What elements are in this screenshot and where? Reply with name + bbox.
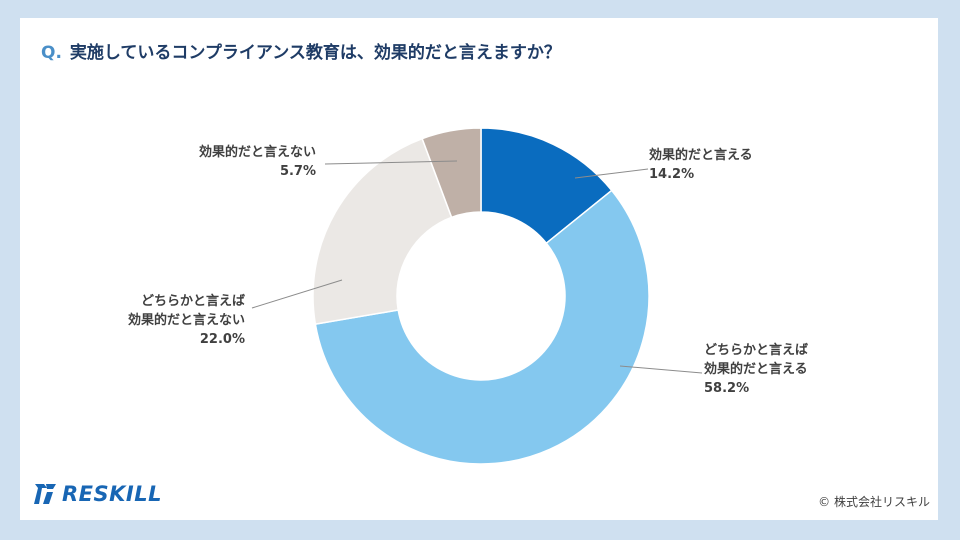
leader-line-1 bbox=[619, 365, 703, 374]
donut-slice-2 bbox=[312, 137, 453, 325]
slice-label-3: 効果的だと言えない bbox=[199, 144, 316, 160]
question-prefix: Q. bbox=[41, 43, 62, 63]
slice-value-label-0: 14.2% bbox=[649, 167, 694, 182]
question-text: 実施しているコンプライアンス教育は、効果的だと言えますか？ bbox=[69, 43, 561, 63]
leader-line-2 bbox=[251, 279, 343, 309]
leader-line-3 bbox=[324, 160, 458, 165]
slide-card: Q. 実施しているコンプライアンス教育は、効果的だと言えますか？ 効果的だと言える… bbox=[20, 18, 938, 520]
question-title: Q. 実施しているコンプライアンス教育は、効果的だと言えますか？ bbox=[41, 38, 561, 63]
copyright: © 株式会社リスキル bbox=[818, 495, 930, 509]
logo-text: RESKILL bbox=[62, 482, 162, 506]
slice-value-label-2: 22.0% bbox=[200, 332, 245, 347]
slice-label-2: 効果的だと言えない bbox=[128, 312, 245, 328]
slice-label-2: どちらかと言えば bbox=[141, 293, 245, 309]
reskill-logo-icon bbox=[34, 484, 56, 504]
donut-slice-3 bbox=[421, 127, 482, 219]
leader-line-0 bbox=[574, 168, 649, 179]
donut-slice-1 bbox=[314, 189, 650, 465]
slice-label-0: 効果的だと言える bbox=[649, 147, 753, 163]
reskill-logo: RESKILL bbox=[32, 480, 162, 508]
donut-chart: 効果的だと言える14.2%どちらかと言えば効果的だと言える58.2%どちらかと言… bbox=[128, 127, 808, 465]
slice-label-1: どちらかと言えば bbox=[704, 342, 808, 358]
slice-value-label-3: 5.7% bbox=[280, 164, 316, 179]
slice-label-1: 効果的だと言える bbox=[704, 361, 808, 377]
slice-value-label-1: 58.2% bbox=[704, 381, 749, 396]
